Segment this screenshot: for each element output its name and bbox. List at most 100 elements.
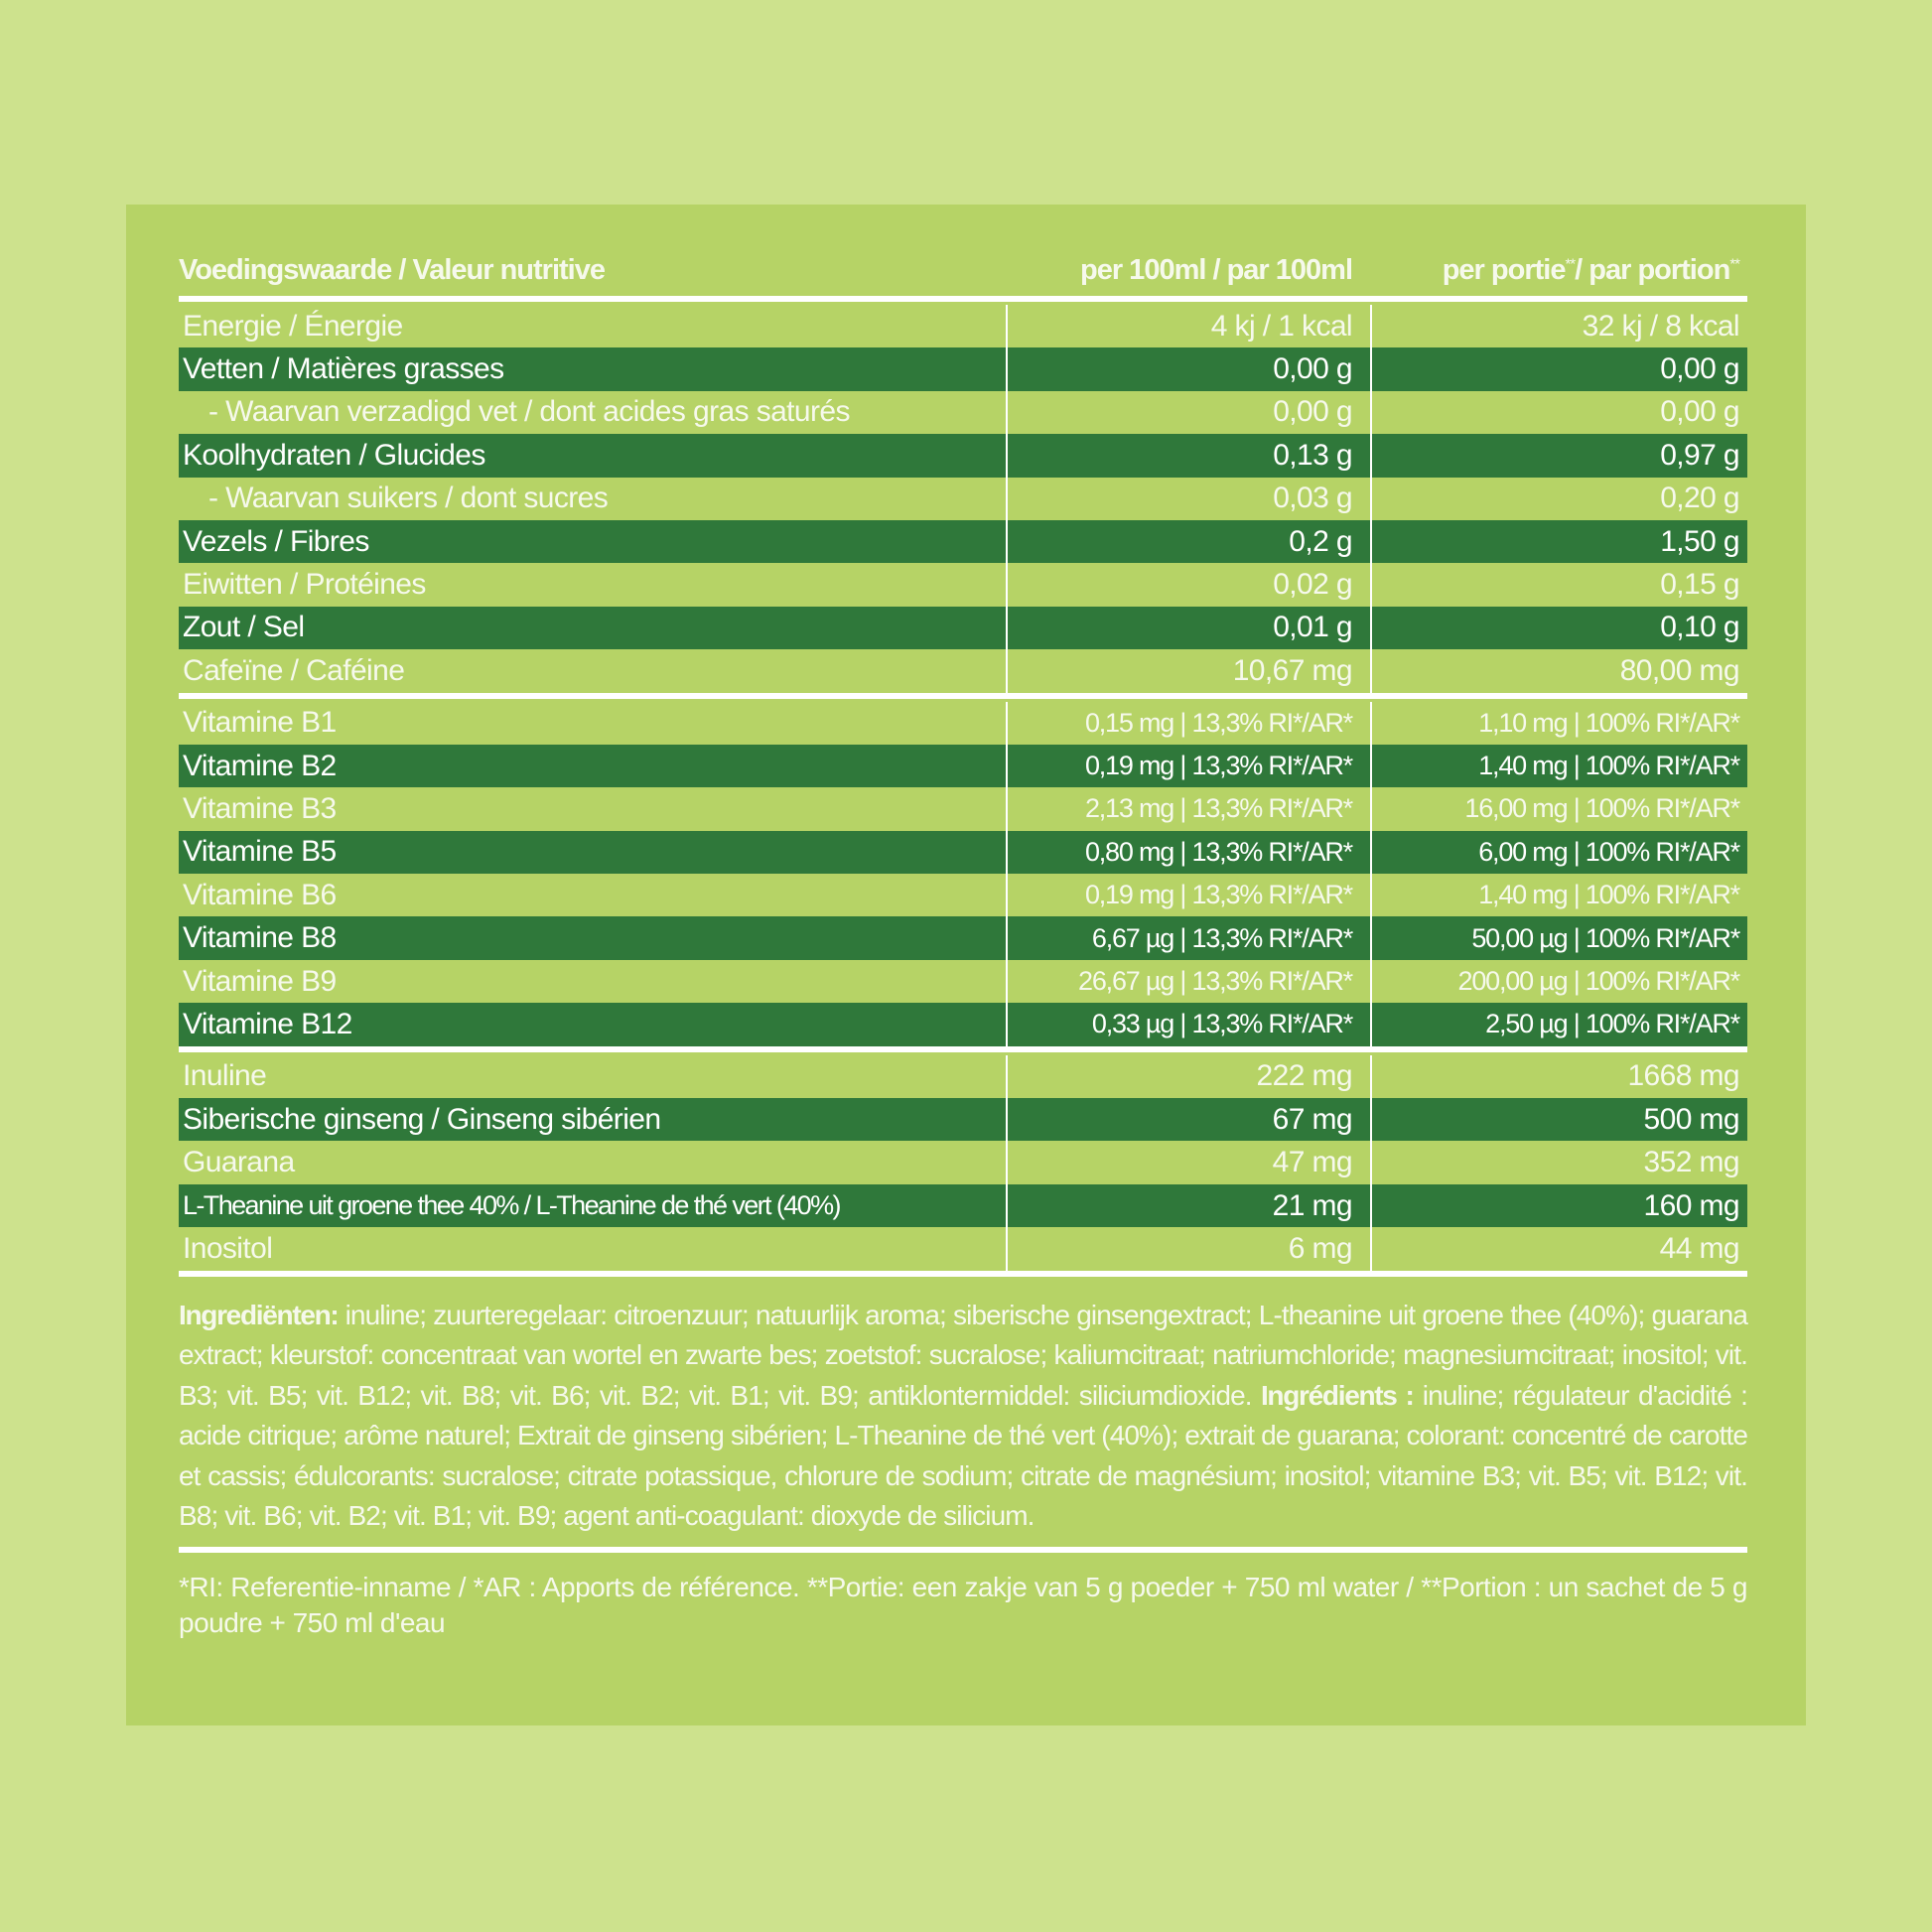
cell-text: 44 mg xyxy=(1659,1231,1740,1265)
table-row: Siberische ginseng / Ginseng sibérien 67 … xyxy=(179,1098,1747,1142)
cell-text: 0,97 g xyxy=(1660,438,1739,472)
cell: 0,15 g xyxy=(1370,563,1747,607)
cell-text: 1,10 mg | 100% RI*/AR* xyxy=(1478,707,1740,738)
cell-text: 47 mg xyxy=(1272,1146,1353,1179)
table-row: Vetten / Matières grasses 0,00 g 0,00 g xyxy=(179,347,1747,391)
cell-text: 1,50 g xyxy=(1660,524,1739,558)
cell: Energie / Énergie xyxy=(179,305,1006,347)
nutrition-panel: Voedingswaarde / Valeur nutritive per 10… xyxy=(126,205,1806,1725)
header: Voedingswaarde / Valeur nutritive per 10… xyxy=(179,244,1747,296)
separator xyxy=(179,692,1747,699)
text: per portie xyxy=(1442,253,1567,286)
cell: Zout / Sel xyxy=(179,607,1006,649)
cell-text: Vitamine B12 xyxy=(183,1007,352,1040)
cell: 47 mg xyxy=(1006,1141,1370,1184)
cell-text: 21 mg xyxy=(1272,1188,1353,1222)
cell-text: Vitamine B6 xyxy=(183,878,337,911)
table-row: - Waarvan verzadigd vet / dont acides gr… xyxy=(179,390,1747,435)
table-row: Vitamine B12 0,33 µg | 13,3% RI*/AR* 2,50 … xyxy=(179,1003,1747,1046)
table-row: Vitamine B2 0,19 mg | 13,3% RI*/AR* 1,40 m… xyxy=(179,744,1747,788)
cell: Vitamine B8 xyxy=(179,916,1006,959)
cell-text: 0,33 µg | 13,3% RI*/AR* xyxy=(1091,1009,1353,1039)
cell: L-Theanine uit groene thee 40% / L-Thean… xyxy=(179,1184,1006,1227)
cell-text: 50,00 µg | 100% RI*/AR* xyxy=(1471,922,1740,953)
cell-text: 2,50 µg | 100% RI*/AR* xyxy=(1485,1009,1740,1039)
cell-text: Vezels / Fibres xyxy=(183,524,369,558)
cell: Eiwitten / Protéines xyxy=(179,563,1006,606)
cell-text: 352 mg xyxy=(1643,1146,1740,1179)
cell: 160 mg xyxy=(1370,1183,1747,1228)
cell-text: 1,40 mg | 100% RI*/AR* xyxy=(1478,751,1740,781)
cell-text: 0,2 g xyxy=(1289,524,1352,558)
cell: 0,01 g xyxy=(1006,606,1370,650)
cell-text: Vitamine B2 xyxy=(183,749,337,782)
cell-text: Energie / Énergie xyxy=(183,309,403,343)
cell: 0,00 g xyxy=(1006,390,1370,435)
cell: Vitamine B9 xyxy=(179,960,1006,1003)
sup: ** xyxy=(1565,254,1576,272)
table-row: Eiwitten / Protéines 0,02 g 0,15 g xyxy=(179,563,1747,607)
cell: 16,00 mg | 100% RI*/AR* xyxy=(1370,787,1747,831)
cell-text: 0,19 mg | 13,3% RI*/AR* xyxy=(1084,751,1353,781)
cell-text: 67 mg xyxy=(1272,1102,1353,1136)
cell-text: 0,00 g xyxy=(1660,395,1739,429)
cell-text: 16,00 mg | 100% RI*/AR* xyxy=(1464,793,1740,824)
table: Energie / Énergie 4 kj / 1 kcal 32 kj / 8 … xyxy=(179,296,1747,1277)
cell-text: - Waarvan suikers / dont sucres xyxy=(208,482,609,515)
cell: 67 mg xyxy=(1006,1098,1370,1142)
cell: 6,67 µg | 13,3% RI*/AR* xyxy=(1006,916,1370,960)
cell-text: L-Theanine uit groene thee 40% / L-Thean… xyxy=(183,1190,841,1220)
cell-text: Guarana xyxy=(183,1146,295,1179)
cell-text: 2,13 mg | 13,3% RI*/AR* xyxy=(1084,793,1353,824)
cell: 0,19 mg | 13,3% RI*/AR* xyxy=(1006,874,1370,917)
cell-text: 222 mg xyxy=(1256,1059,1353,1093)
cell-text: 80,00 mg xyxy=(1619,653,1740,687)
cell: 0,15 mg | 13,3% RI*/AR* xyxy=(1006,701,1370,745)
cell: 352 mg xyxy=(1370,1141,1747,1184)
cell: 6,00 mg | 100% RI*/AR* xyxy=(1370,830,1747,875)
cell: 0,33 µg | 13,3% RI*/AR* xyxy=(1006,1003,1370,1046)
table-row: Vitamine B9 26,67 µg | 13,3% RI*/AR* 200,0… xyxy=(179,959,1747,1004)
cell: 200,00 µg | 100% RI*/AR* xyxy=(1370,959,1747,1004)
cell: - Waarvan suikers / dont sucres xyxy=(179,478,1006,520)
cell-text: Koolhydraten / Glucides xyxy=(183,438,485,472)
cell: 0,13 g xyxy=(1006,434,1370,478)
separator xyxy=(179,296,1747,302)
cell: 222 mg xyxy=(1006,1054,1370,1099)
cell: 21 mg xyxy=(1006,1183,1370,1228)
table-row: Energie / Énergie 4 kj / 1 kcal 32 kj / 8 … xyxy=(179,305,1747,348)
cell-text: Siberische ginseng / Ginseng sibérien xyxy=(183,1102,661,1136)
cell: 0,2 g xyxy=(1006,519,1370,564)
cell: Inositol xyxy=(179,1227,1006,1270)
cell: Guarana xyxy=(179,1141,1006,1183)
cell-text: 6,00 mg | 100% RI*/AR* xyxy=(1478,836,1740,867)
cell: Vitamine B1 xyxy=(179,702,1006,745)
cell: 0,03 g xyxy=(1006,477,1370,520)
cell: 500 mg xyxy=(1370,1098,1747,1142)
table-row: Vitamine B5 0,80 mg | 13,3% RI*/AR* 6,00 m… xyxy=(179,830,1747,875)
table-row: Cafeïne / Caféine 10,67 mg 80,00 mg xyxy=(179,649,1747,693)
text: inuline; zuurteregelaar: citroenzuur; na… xyxy=(179,1299,1748,1411)
cell-text: Eiwitten / Protéines xyxy=(183,568,426,602)
cell: 1,40 mg | 100% RI*/AR* xyxy=(1370,874,1747,917)
cell: 1,40 mg | 100% RI*/AR* xyxy=(1370,744,1747,788)
cell: 0,80 mg | 13,3% RI*/AR* xyxy=(1006,830,1370,875)
separator xyxy=(179,1546,1747,1553)
footnote: *RI: Referentie-inname / *AR : Apports d… xyxy=(179,1571,1748,1638)
ingredients: Ingrediënten: inuline; zuurteregelaar: c… xyxy=(179,1280,1748,1547)
cell-text: 6 mg xyxy=(1288,1231,1353,1265)
cell-text: 0,20 g xyxy=(1660,482,1739,515)
cell-text: 0,03 g xyxy=(1273,482,1352,515)
cell-text: 26,67 µg | 13,3% RI*/AR* xyxy=(1078,966,1353,997)
cell: 44 mg xyxy=(1370,1227,1747,1271)
cell: Vitamine B5 xyxy=(179,831,1006,874)
cell: 0,10 g xyxy=(1370,606,1747,650)
cell: Vitamine B2 xyxy=(179,745,1006,787)
cell: 0,00 g xyxy=(1370,347,1747,391)
cell: 4 kj / 1 kcal xyxy=(1006,305,1370,348)
cell: 1,10 mg | 100% RI*/AR* xyxy=(1370,701,1747,745)
cell: Vetten / Matières grasses xyxy=(179,347,1006,390)
label: Ingrediënten: xyxy=(179,1299,340,1330)
cell: 0,19 mg | 13,3% RI*/AR* xyxy=(1006,744,1370,788)
